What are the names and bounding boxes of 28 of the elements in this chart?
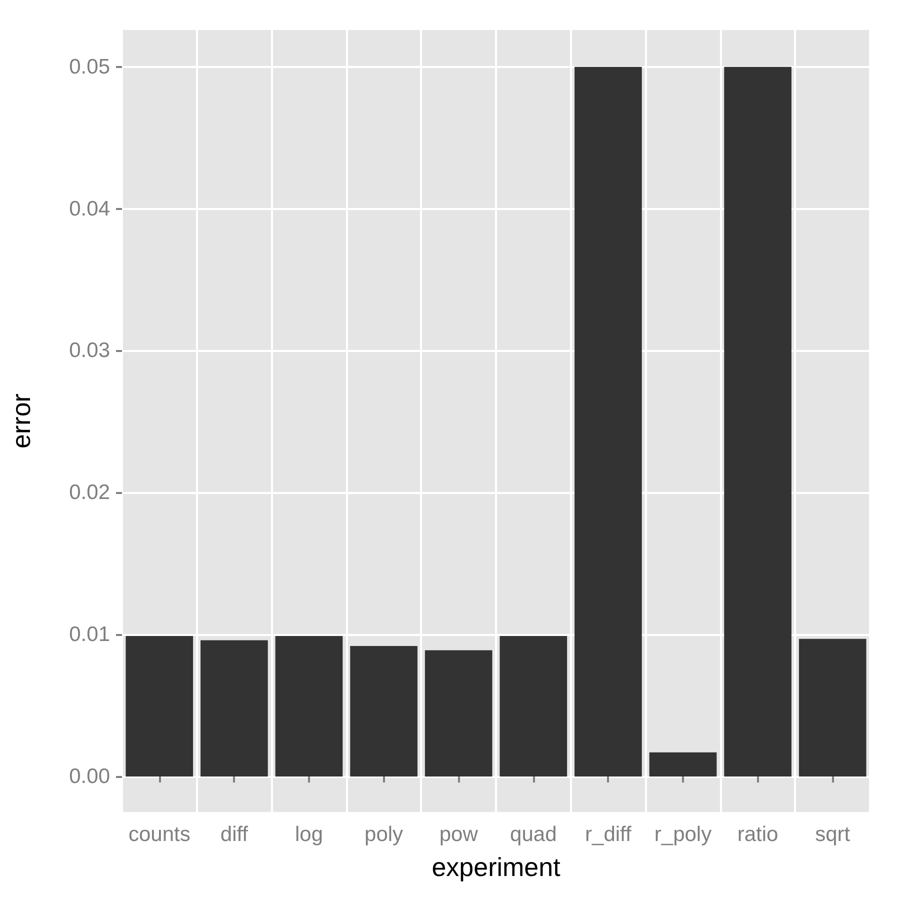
bar: [275, 636, 343, 777]
bar: [424, 650, 492, 777]
x-tick-label: pow: [439, 823, 479, 846]
x-tick-label: r_diff: [585, 823, 632, 846]
bar: [649, 752, 717, 777]
x-tick-label: sqrt: [815, 823, 850, 846]
x-tick-label: log: [294, 823, 324, 846]
bar: [126, 636, 194, 777]
bar: [724, 66, 792, 777]
y-axis-title: error: [6, 393, 36, 448]
y-tick-label: 0.05: [69, 55, 110, 78]
bar: [350, 646, 418, 777]
y-tick-label: 0.04: [69, 197, 110, 220]
x-tick-label: ratio: [737, 823, 778, 846]
bar: [798, 638, 866, 777]
x-tick-label: poly: [364, 823, 404, 846]
y-tick-label: 0.03: [69, 339, 110, 362]
y-tick-label: 0.02: [69, 481, 110, 504]
x-tick-label: r_poly: [654, 823, 712, 846]
x-tick-label: diff: [220, 823, 248, 846]
bar: [574, 66, 642, 777]
y-tick-label: 0.00: [69, 765, 110, 788]
y-tick-label: 0.01: [69, 623, 110, 646]
x-tick-label: quad: [510, 823, 557, 846]
x-axis-title: experiment: [432, 852, 562, 882]
x-tick-label: counts: [128, 823, 190, 846]
bar: [200, 640, 268, 777]
bar: [500, 636, 568, 777]
